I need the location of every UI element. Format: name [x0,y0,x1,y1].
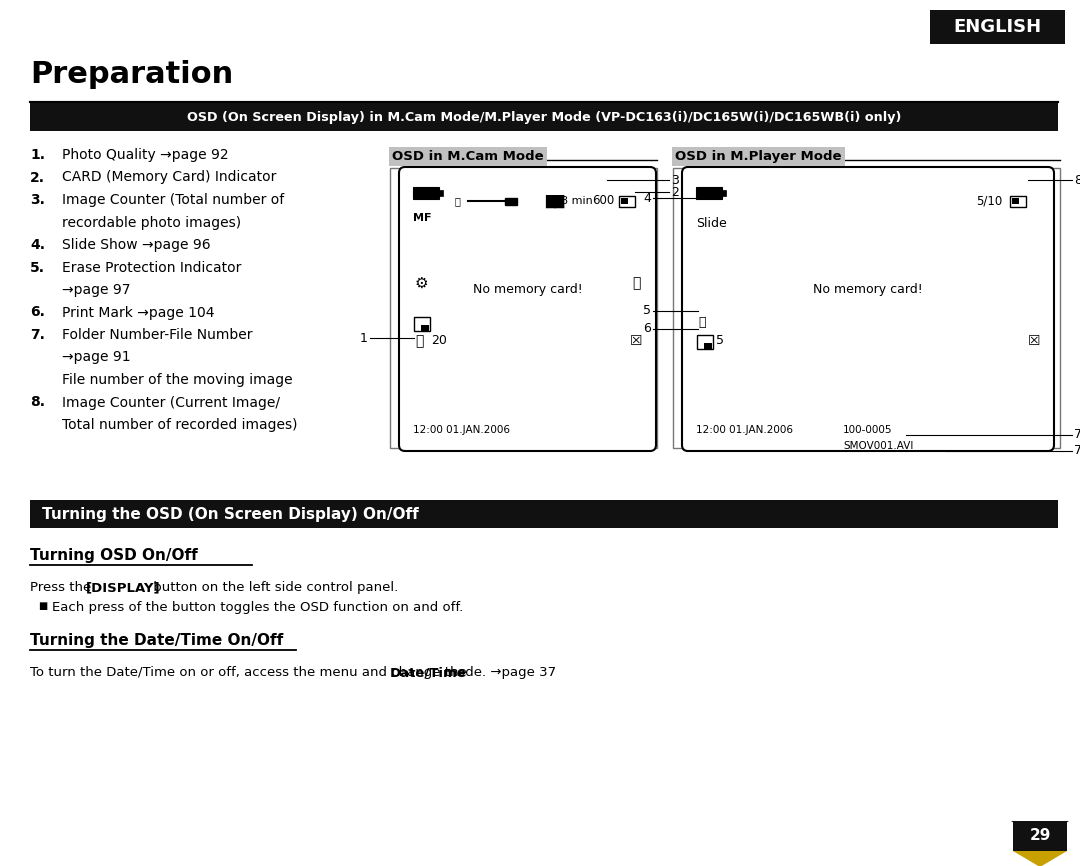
Text: 5: 5 [716,334,724,347]
Text: ☒: ☒ [630,334,643,348]
Text: SMOV001.AVI: SMOV001.AVI [843,441,914,451]
Text: 7.: 7. [30,328,45,342]
Bar [414,317,430,331]
Bar [696,187,723,199]
Text: 7: 7 [1074,444,1080,457]
Bar [390,168,657,448]
Text: ☒: ☒ [1028,334,1040,348]
Text: 4.: 4. [30,238,45,252]
Text: ██: ██ [545,194,564,208]
Text: ⚿: ⚿ [698,316,705,329]
Text: OSD in M.Player Mode: OSD in M.Player Mode [675,150,841,163]
Text: recordable photo images): recordable photo images) [62,216,241,229]
Bar [930,10,1065,44]
Text: ⓦ: ⓦ [455,196,461,206]
Text: mode. →page 37: mode. →page 37 [441,666,556,679]
Text: ■: ■ [38,601,48,611]
Text: No memory card!: No memory card! [473,282,582,295]
Text: 20: 20 [431,334,447,347]
FancyBboxPatch shape [399,167,656,451]
Text: 1: 1 [360,332,368,345]
Bar [30,500,1058,528]
Text: 5/10: 5/10 [976,195,1002,208]
Text: ENGLISH: ENGLISH [953,18,1041,36]
Text: To turn the Date/Time on or off, access the menu and change the: To turn the Date/Time on or off, access … [30,666,471,679]
Text: 12:00 01.JAN.2006: 12:00 01.JAN.2006 [696,425,793,435]
Text: Preparation: Preparation [30,60,233,89]
Bar [1013,821,1067,851]
Text: 29: 29 [1029,829,1051,843]
Text: 8 min: 8 min [561,196,593,206]
Text: Print Mark →page 104: Print Mark →page 104 [62,306,215,320]
Text: 3: 3 [671,173,679,186]
Bar [621,198,627,204]
Text: Turning the OSD (On Screen Display) On/Off: Turning the OSD (On Screen Display) On/O… [42,507,419,521]
Bar [673,168,1059,448]
Text: File number of the moving image: File number of the moving image [62,373,293,387]
FancyBboxPatch shape [681,167,1054,451]
Text: Slide: Slide [696,217,727,230]
Text: Press the: Press the [30,581,95,594]
Text: →page 97: →page 97 [62,283,131,297]
Text: 100-0005: 100-0005 [843,425,892,435]
Text: Total number of recorded images): Total number of recorded images) [62,418,297,432]
Text: 12:00 01.JAN.2006: 12:00 01.JAN.2006 [413,425,510,435]
Text: 5: 5 [643,305,651,318]
Text: 8.: 8. [30,396,45,410]
Bar [505,198,517,205]
Bar [421,325,429,331]
Text: 📷: 📷 [632,276,640,290]
Text: Turning the Date/Time On/Off: Turning the Date/Time On/Off [30,633,283,648]
Text: Ⓢ: Ⓢ [415,334,423,348]
Text: 6.: 6. [30,306,45,320]
Text: Image Counter (Total number of: Image Counter (Total number of [62,193,284,207]
Bar [619,196,635,207]
Text: 600: 600 [592,195,615,208]
Text: CARD (Memory Card) Indicator: CARD (Memory Card) Indicator [62,171,276,184]
Bar [30,103,1058,131]
Bar [723,190,726,196]
Text: 8: 8 [1074,173,1080,186]
Polygon shape [1013,851,1067,866]
Text: Erase Protection Indicator: Erase Protection Indicator [62,261,241,275]
Text: [DISPLAY]: [DISPLAY] [86,581,161,594]
Text: 6: 6 [643,322,651,335]
Text: No memory card!: No memory card! [813,282,923,295]
Polygon shape [1011,821,1069,839]
Text: 2: 2 [671,185,679,198]
Bar [413,187,438,199]
Text: OSD (On Screen Display) in M.Cam Mode/M.Player Mode (VP-DC163(i)/DC165W(i)/DC165: OSD (On Screen Display) in M.Cam Mode/M.… [187,111,901,124]
Text: 4: 4 [643,191,651,204]
Text: Image Counter (Current Image/: Image Counter (Current Image/ [62,396,280,410]
Text: MF: MF [413,213,432,223]
Text: button on the left side control panel.: button on the left side control panel. [149,581,399,594]
Text: OSD in M.Cam Mode: OSD in M.Cam Mode [392,150,543,163]
Text: Date/Time: Date/Time [390,666,467,679]
Bar [697,335,713,349]
Bar [704,343,712,349]
Text: 5.: 5. [30,261,45,275]
Text: Folder Number-File Number: Folder Number-File Number [62,328,253,342]
Text: Photo Quality →page 92: Photo Quality →page 92 [62,148,229,162]
Text: ⚙: ⚙ [415,275,429,290]
Text: Each press of the button toggles the OSD function on and off.: Each press of the button toggles the OSD… [52,601,463,614]
Text: Turning OSD On/Off: Turning OSD On/Off [30,548,198,563]
Text: 3.: 3. [30,193,45,207]
Text: →page 91: →page 91 [62,351,131,365]
Text: 1.: 1. [30,148,45,162]
Text: Slide Show →page 96: Slide Show →page 96 [62,238,211,252]
Text: 2.: 2. [30,171,45,184]
Bar [438,190,443,196]
Bar [1010,196,1026,207]
Bar [1012,198,1020,204]
Text: 7: 7 [1074,429,1080,442]
